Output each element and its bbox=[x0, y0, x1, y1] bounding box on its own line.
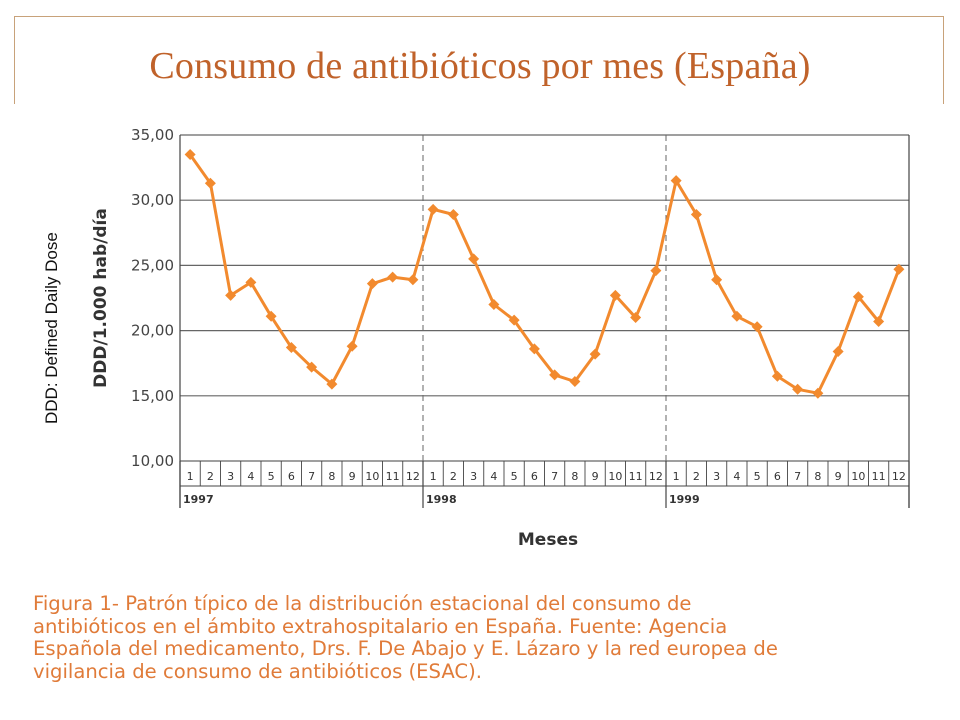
month-tick-label: 11 bbox=[629, 470, 643, 483]
caption-line: antibióticos en el ámbito extrahospitala… bbox=[33, 614, 728, 638]
data-point bbox=[447, 209, 459, 221]
data-point bbox=[468, 253, 480, 265]
data-point bbox=[265, 310, 277, 322]
month-tick-label: 4 bbox=[490, 470, 497, 483]
month-tick-label: 6 bbox=[774, 470, 781, 483]
month-tick-label: 6 bbox=[288, 470, 295, 483]
data-point bbox=[690, 209, 702, 221]
y-tick-label: 15,00 bbox=[131, 387, 174, 405]
month-tick-label: 3 bbox=[470, 470, 477, 483]
data-point bbox=[245, 276, 257, 288]
data-point bbox=[346, 340, 358, 352]
month-tick-label: 11 bbox=[872, 470, 886, 483]
month-tick-label: 4 bbox=[247, 470, 254, 483]
data-point bbox=[549, 369, 561, 381]
month-tick-label: 5 bbox=[268, 470, 275, 483]
data-point bbox=[873, 315, 885, 327]
data-point bbox=[630, 312, 642, 324]
grid bbox=[180, 134, 909, 462]
month-tick-label: 12 bbox=[406, 470, 420, 483]
data-point bbox=[508, 314, 520, 326]
data-point bbox=[204, 177, 216, 189]
figure-caption: Figura 1- Patrón típico de la distribuci… bbox=[33, 592, 933, 683]
data-point bbox=[771, 370, 783, 382]
month-tick-label: 3 bbox=[227, 470, 234, 483]
month-tick-label: 1 bbox=[187, 470, 194, 483]
y-tick-label: 10,00 bbox=[131, 452, 174, 470]
month-tick-label: 8 bbox=[571, 470, 578, 483]
month-tick-label: 8 bbox=[328, 470, 335, 483]
data-point bbox=[326, 378, 338, 390]
x-axis-label: Meses bbox=[518, 530, 578, 550]
caption-line: Española del medicamento, Drs. F. De Aba… bbox=[33, 637, 778, 660]
data-point bbox=[285, 342, 297, 354]
data-point bbox=[832, 345, 844, 357]
y-tick-label: 20,00 bbox=[131, 322, 174, 340]
data-point bbox=[407, 274, 419, 286]
series-line bbox=[188, 153, 901, 395]
year-label: 1999 bbox=[669, 493, 700, 506]
page-title: Consumo de antibióticos por mes (España) bbox=[149, 45, 811, 87]
data-point bbox=[306, 361, 318, 373]
data-point bbox=[225, 289, 237, 301]
month-tick-label: 12 bbox=[892, 470, 906, 483]
data-point bbox=[569, 375, 581, 387]
data-point bbox=[751, 321, 763, 333]
y-tick-label: 35,00 bbox=[131, 126, 174, 144]
data-point bbox=[812, 387, 824, 399]
month-tick-label: 5 bbox=[754, 470, 761, 483]
month-tick-label: 12 bbox=[649, 470, 663, 483]
data-point bbox=[711, 274, 723, 286]
series-consumo bbox=[184, 149, 905, 399]
data-point bbox=[589, 348, 601, 360]
month-tick-label: 9 bbox=[592, 470, 599, 483]
data-point bbox=[893, 263, 905, 275]
month-tick-label: 5 bbox=[511, 470, 518, 483]
y-tick-label: 25,00 bbox=[131, 256, 174, 274]
month-tick-label: 2 bbox=[693, 470, 700, 483]
year-label: 1998 bbox=[426, 493, 457, 506]
data-point bbox=[731, 310, 743, 322]
data-point bbox=[184, 149, 196, 161]
month-tick-label: 2 bbox=[207, 470, 214, 483]
data-point bbox=[852, 291, 864, 303]
year-label: 1997 bbox=[183, 493, 214, 506]
title-frame bbox=[14, 16, 944, 104]
month-tick-label: 9 bbox=[835, 470, 842, 483]
month-tick-label: 7 bbox=[308, 470, 315, 483]
month-tick-label: 10 bbox=[365, 470, 379, 483]
data-point bbox=[650, 265, 662, 277]
month-tick-label: 8 bbox=[814, 470, 821, 483]
data-point bbox=[528, 343, 540, 355]
caption-line: vigilancia de consumo de antibióticos (E… bbox=[33, 659, 482, 683]
month-tick-label: 11 bbox=[386, 470, 400, 483]
caption-line: Figura 1- Patrón típico de la distribuci… bbox=[33, 592, 692, 615]
month-tick-label: 10 bbox=[608, 470, 622, 483]
data-point bbox=[792, 383, 804, 395]
month-tick-label: 6 bbox=[531, 470, 538, 483]
data-point bbox=[670, 175, 682, 187]
month-tick-label: 4 bbox=[733, 470, 740, 483]
data-point bbox=[609, 289, 621, 301]
month-tick-label: 9 bbox=[349, 470, 356, 483]
y-axis-label: DDD/1.000 hab/día bbox=[91, 208, 111, 388]
y-tick-label: 30,00 bbox=[131, 191, 174, 209]
month-tick-label: 1 bbox=[430, 470, 437, 483]
data-point bbox=[427, 203, 439, 215]
month-tick-label: 10 bbox=[851, 470, 865, 483]
month-tick-label: 1 bbox=[673, 470, 680, 483]
month-tick-label: 7 bbox=[551, 470, 558, 483]
month-tick-label: 2 bbox=[450, 470, 457, 483]
month-tick-label: 7 bbox=[794, 470, 801, 483]
data-point bbox=[387, 271, 399, 283]
data-point bbox=[366, 278, 378, 290]
data-point bbox=[488, 299, 500, 311]
month-tick-label: 3 bbox=[713, 470, 720, 483]
